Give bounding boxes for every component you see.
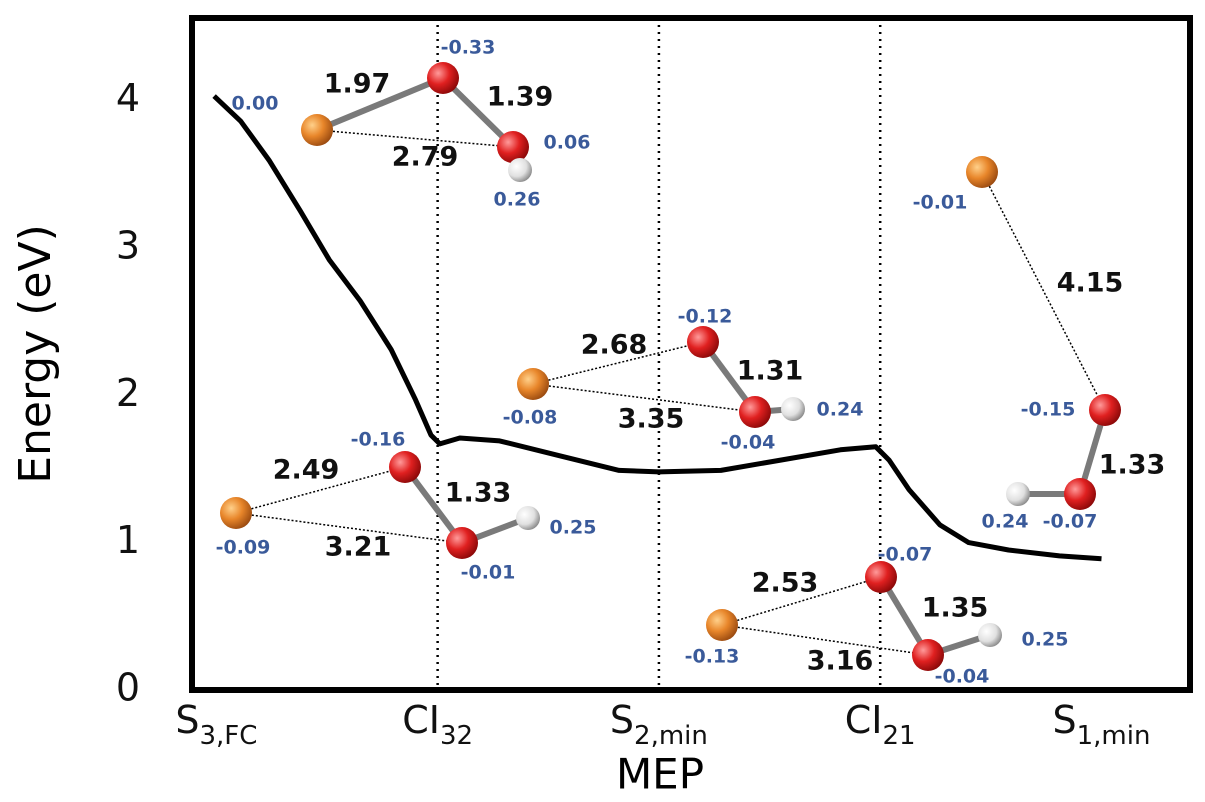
atom [497, 131, 529, 163]
atom [966, 156, 998, 188]
atom [1064, 478, 1096, 510]
x-tick-main: CI [402, 698, 440, 742]
atom-charge: -0.01 [461, 562, 516, 584]
page: {"chart_data": {"type": "line", "xlabel"… [0, 0, 1205, 802]
atom [978, 623, 1002, 647]
atom-charge: -0.13 [685, 646, 740, 668]
atom [865, 561, 897, 593]
bond-length: 2.49 [273, 455, 340, 486]
bond-length: 4.15 [1057, 268, 1124, 299]
bond-length: 1.31 [737, 356, 804, 387]
x-tick-label: CI32 [402, 698, 473, 751]
atom [739, 396, 771, 428]
x-tick-label: CI21 [845, 698, 916, 751]
bond-length: 1.39 [487, 82, 554, 113]
atom-charge: -0.09 [216, 537, 271, 559]
atom-charge: 0.26 [494, 189, 541, 211]
y-tick-label: 3 [116, 223, 140, 267]
atom-charge: -0.04 [721, 432, 776, 454]
atom [516, 506, 540, 530]
x-tick-sub: 32 [440, 721, 473, 751]
x-tick-main: S [610, 698, 634, 742]
atom-charge: 0.24 [817, 399, 864, 421]
atom-charge: -0.15 [1021, 399, 1076, 421]
atom-charge: -0.12 [678, 306, 733, 328]
atom-charge: 0.24 [982, 511, 1029, 533]
atom-charge: -0.01 [913, 192, 968, 214]
atom [446, 527, 478, 559]
bond-length: 3.35 [618, 404, 685, 435]
molecule: 4.15 1.33 -0.01 -0.15 -0.07 0.24 [913, 156, 1166, 533]
x-tick-label: S1,min [1053, 698, 1151, 751]
atom [427, 62, 459, 94]
x-tick-sub: 21 [883, 721, 916, 751]
x-tick-sub: 2,min [634, 721, 708, 751]
molecule: 2.53 1.35 3.16 -0.13 -0.07 -0.04 0.25 [685, 544, 1069, 688]
atom [220, 497, 252, 529]
y-tick-label: 2 [116, 371, 140, 415]
x-tick-main: S [1053, 698, 1077, 742]
x-tick-label: S3,FC [175, 698, 257, 751]
atom-charge: 0.06 [544, 132, 591, 154]
bond-length: 1.35 [922, 593, 989, 624]
bond-length: 2.79 [392, 142, 459, 173]
atom-charge: -0.07 [878, 544, 933, 566]
molecule: 2.68 1.31 3.35 -0.08 -0.12 -0.04 0.24 [503, 306, 864, 454]
atom [1089, 394, 1121, 426]
atom-charge: -0.04 [935, 666, 990, 688]
bond-length: 2.68 [581, 330, 648, 361]
atom-charge: 0.25 [550, 517, 597, 539]
atom [687, 326, 719, 358]
bond-length: 2.53 [752, 568, 819, 599]
x-tick-sub: 1,min [1077, 721, 1151, 751]
bond-length: 1.97 [324, 69, 391, 100]
atom [781, 397, 805, 421]
x-axis-label: MEP [616, 750, 704, 799]
atom [517, 368, 549, 400]
atom-charge: 0.00 [232, 93, 279, 115]
x-tick-main: CI [845, 698, 883, 742]
atom [389, 451, 421, 483]
atom-charge: -0.16 [351, 429, 406, 451]
atom-charge: -0.08 [503, 407, 558, 429]
chart: MEP Energy (eV) 01234S3,FCCI32S2,minCI21… [0, 0, 1205, 802]
x-tick-sub: 3,FC [199, 721, 257, 751]
atom [1006, 482, 1030, 506]
atom-charge: 0.25 [1022, 629, 1069, 651]
bond-length: 3.16 [807, 646, 874, 677]
y-tick-label: 0 [116, 666, 140, 710]
y-tick-label: 4 [116, 76, 140, 120]
y-tick-label: 1 [116, 518, 140, 562]
atom [508, 158, 532, 182]
bond-length: 1.33 [1099, 450, 1166, 481]
x-tick-main: S [175, 698, 199, 742]
x-tick-label: S2,min [610, 698, 708, 751]
y-axis-label: Energy (eV) [10, 224, 61, 484]
atom-charge: -0.33 [441, 37, 496, 59]
atom [706, 609, 738, 641]
bond-length: 1.33 [445, 478, 512, 509]
atom [301, 114, 333, 146]
atom-charge: -0.07 [1043, 511, 1098, 533]
bond-length: 3.21 [325, 532, 392, 563]
